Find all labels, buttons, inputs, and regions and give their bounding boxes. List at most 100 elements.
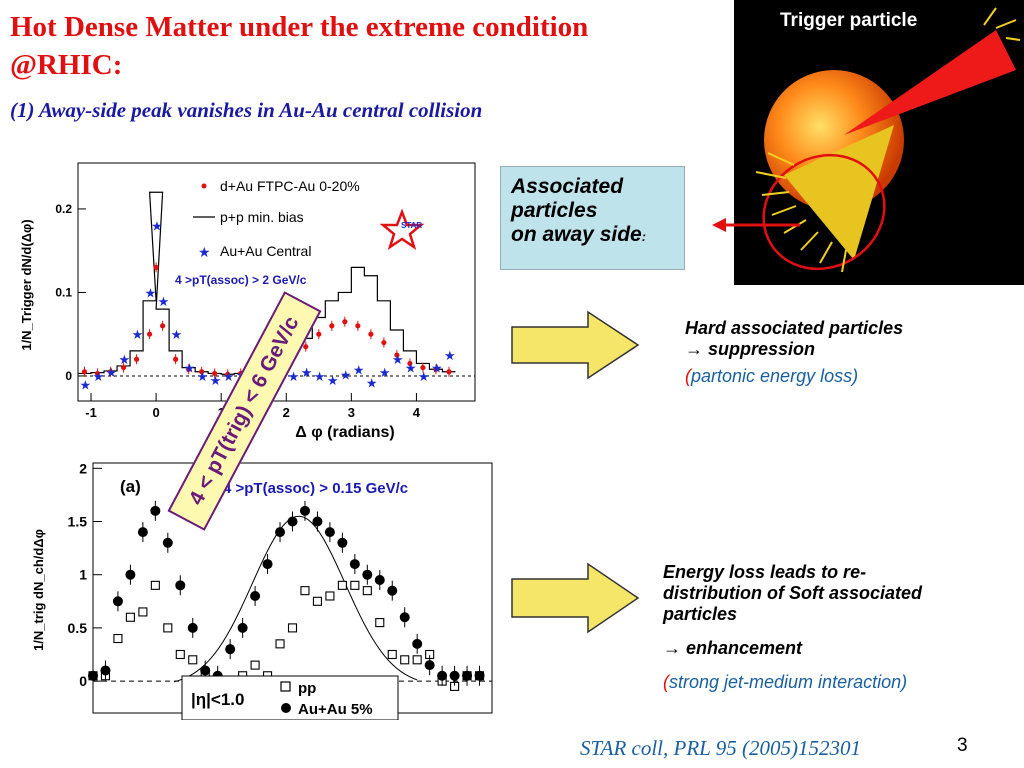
page-number: 3 — [957, 735, 968, 756]
auau-star-point: ★ — [353, 362, 365, 377]
top-ylabel: 1/N_Trigger dN/d(Δφ) — [19, 219, 34, 350]
dau-point — [186, 366, 192, 372]
pp-square-point — [188, 655, 198, 665]
dau-point — [107, 369, 114, 375]
star-logo: STAR — [379, 208, 425, 250]
dau-point — [446, 369, 452, 375]
auau-circle-point — [175, 580, 186, 591]
note1-line1: Hard associated particles — [685, 318, 904, 338]
auau-circle-point — [200, 665, 211, 676]
note-enhancement: Energy loss leads to re- distribution of… — [663, 562, 1013, 693]
pp-square-point — [337, 580, 347, 590]
y-tick-label: 2 — [79, 460, 87, 476]
trigger-arrows — [983, 7, 1021, 41]
legend-auau: Au+Au Central — [220, 243, 311, 259]
auau-circle-point — [437, 670, 448, 681]
auau-circle-point — [362, 569, 373, 580]
auau-circle-point — [225, 644, 236, 655]
note2-open-paren: ( — [663, 672, 669, 692]
block-arrow-1 — [511, 310, 640, 380]
auau-circle-point — [100, 665, 111, 676]
y-tick-label: 0.5 — [68, 620, 88, 636]
block-arrow-2 — [511, 562, 640, 634]
dau-point — [394, 352, 400, 358]
dau-point — [225, 371, 231, 377]
auau-circle-point — [237, 622, 248, 633]
auau-star-point: ★ — [327, 373, 339, 388]
bottom-annotation: 4 >pT(assoc) > 0.15 GeV/c — [223, 480, 408, 497]
pp-square-point — [138, 607, 148, 617]
y-tick-label: 1 — [79, 567, 87, 583]
pp-square-point — [387, 649, 397, 660]
auau-circle-point — [449, 670, 460, 681]
auau-circle-point — [137, 527, 148, 538]
pp-square-point — [175, 649, 185, 660]
auau-star-point: ★ — [288, 369, 300, 384]
pp-square-point — [163, 623, 173, 633]
slide-subtitle: (1) Away-side peak vanishes in Au-Au cen… — [10, 98, 483, 122]
dau-point — [146, 331, 153, 337]
bottom-legend: |η|<1.0 pp Au+Au 5% — [181, 675, 399, 720]
pp-square-point — [150, 580, 160, 590]
pp-square-point — [125, 612, 135, 622]
auau-star-point: ★ — [132, 327, 144, 342]
auau-circle-point — [299, 505, 310, 516]
y-tick-label: 0.2 — [55, 202, 72, 216]
pp-square-point — [325, 591, 335, 601]
auau-star-point: ★ — [392, 352, 404, 367]
auau-star-point: ★ — [444, 348, 456, 363]
note2-line2: distribution of Soft associated — [663, 583, 923, 603]
trigger-particle-label: Trigger particle — [780, 10, 918, 31]
legend-eta: |η|<1.0 — [191, 690, 244, 709]
auau-star-point: ★ — [119, 352, 131, 367]
fit-curve — [173, 515, 418, 683]
auau-star-point: ★ — [301, 365, 313, 380]
slide-title-line2: @RHIC: — [10, 49, 123, 81]
bottom-chart: 00.511.52 (a) 4 >pT(assoc) > 0.15 GeV/c … — [31, 460, 493, 720]
note2-line1: Energy loss leads to re- — [663, 562, 867, 582]
auau-circle-point — [412, 638, 423, 649]
legend-dau: d+Au FTPC-Au 0-20% — [220, 178, 360, 194]
pp-square-point — [275, 639, 285, 649]
note2-line4: → enhancement — [663, 638, 803, 658]
y-tick-label: 0 — [79, 673, 87, 689]
dau-point — [94, 370, 101, 377]
pp-square-point — [400, 655, 410, 665]
dau-point — [368, 331, 374, 337]
note1-line2: → suppression — [685, 339, 816, 359]
assoc-colon: : — [641, 229, 647, 244]
legend-pp: p+p min. bias — [220, 209, 304, 225]
associated-particles-box: Associated particles on away side: — [500, 166, 685, 270]
auau-star-point: ★ — [145, 285, 157, 300]
auau-circle-point — [125, 569, 136, 580]
auau-circle-point — [324, 527, 335, 538]
star-logo-text: STAR — [401, 221, 422, 230]
dau-point — [212, 370, 218, 377]
dau-point — [199, 369, 205, 375]
x-tick-label: -1 — [85, 405, 97, 420]
note2-line3: particles — [663, 604, 738, 624]
dau-point — [316, 331, 322, 337]
top-legend: d+Au FTPC-Au 0-20% p+p min. bias ★ Au+Au… — [193, 178, 360, 260]
slide-title-line1: Hot Dense Matter under the extreme condi… — [10, 11, 589, 43]
y-tick-label: 1.5 — [68, 514, 88, 530]
pp-square-point — [250, 660, 260, 670]
legend-marker-pp-square — [280, 681, 291, 692]
citation: STAR coll, PRL 95 (2005)152301 — [580, 736, 861, 760]
slide-title: Hot Dense Matter under the extreme condi… — [10, 8, 710, 84]
pp-square-point — [350, 580, 360, 590]
dau-point — [433, 366, 439, 372]
pp-square-point — [300, 586, 310, 596]
auau-star-point: ★ — [151, 219, 163, 234]
bottom-ylabel: 1/N_trig dN_ch/dΔφ — [31, 529, 46, 651]
auau-star-point: ★ — [171, 327, 183, 342]
auau-star-point: ★ — [379, 365, 391, 380]
auau-star-point: ★ — [418, 369, 430, 384]
pp-square-point — [412, 655, 422, 665]
x-tick-label: 4 — [413, 405, 421, 420]
legend-marker-auau-circle — [281, 703, 291, 713]
dau-point — [133, 356, 140, 362]
jet-diagram — [734, 0, 1024, 285]
auau-star-point: ★ — [210, 373, 222, 388]
legend-marker-auau: ★ — [198, 244, 211, 260]
